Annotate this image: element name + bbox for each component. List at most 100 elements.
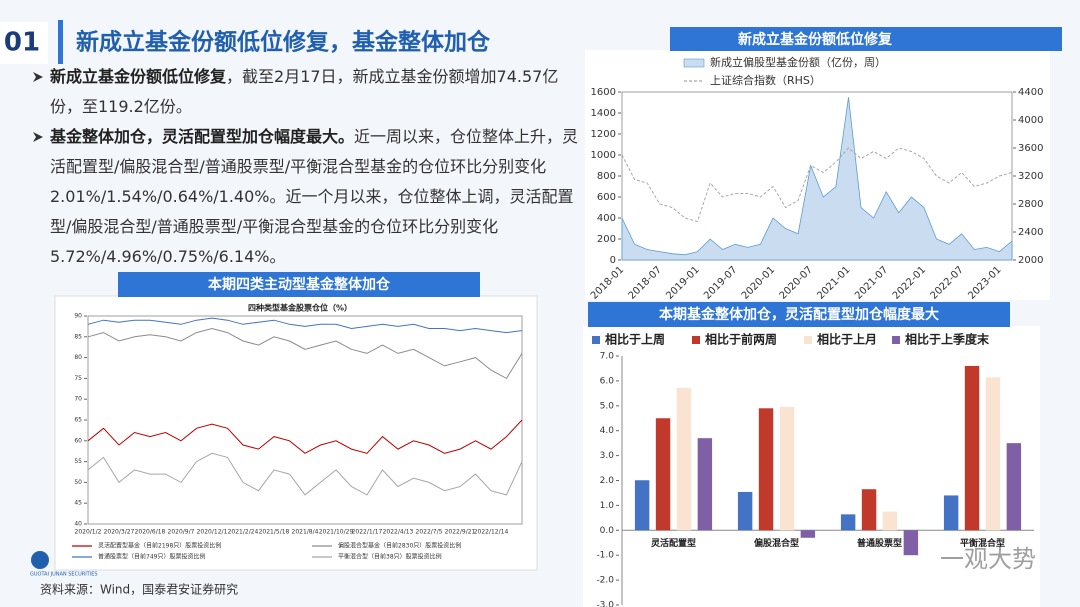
legend-label: 相比于上周 [605, 332, 665, 347]
y-tick-label: 7.0 [600, 352, 615, 362]
x-tick-label: 2021/2/24 [228, 529, 259, 536]
source: 资料来源：Wind，国泰君安证券研究 [40, 582, 238, 597]
y-tick-label: 1000 [591, 150, 616, 161]
bullet-text: 近一周以来，仓位整体上升，灵活配置型/偏股混合型/普通股票型/平衡混合型基金的仓… [50, 127, 579, 266]
chart-title: 本期四类主动型基金整体加仓 [208, 276, 391, 293]
legend-label: 普通股票型（目前749只）股票投资比例 [98, 553, 205, 561]
bar [903, 530, 919, 556]
chart-title: 新成立基金份额低位修复 [738, 31, 893, 48]
bar [697, 438, 713, 531]
bar [758, 408, 774, 531]
y-tick-label: 40 [74, 521, 82, 528]
x-tick-label: 2020/12/1 [197, 529, 228, 536]
y-tick-label: 1400 [591, 108, 616, 119]
x-tick-label: 2021/8/4 [292, 529, 319, 536]
banner [588, 302, 1010, 327]
y-tick-label: 400 [597, 213, 616, 224]
x-tick-label: 2020/3/27 [104, 529, 135, 536]
bullet: 基金整体加仓，灵活配置型加仓幅度最大。近一周以来，仓位整体上升，灵活配置型/偏股… [30, 122, 586, 272]
y-tick-label: 800 [597, 171, 616, 182]
bullet-text: ，截至2月17日，新成立基金份额增加74.57亿份，至119.2亿份。 [50, 67, 559, 116]
bar [655, 418, 671, 531]
x-tick-label: 2022/1/17 [352, 529, 383, 536]
x-tick-label: 普通股票型 [857, 537, 902, 549]
y-tick-label: 4000 [1018, 115, 1043, 126]
legend-label: 新成立偏股型基金份额（亿份，周） [710, 55, 886, 69]
bullet-bold: 新成立基金份额低位修复 [50, 67, 227, 86]
legend-label: 平衡混合型（目前38只）股票投资比例 [338, 553, 442, 561]
legend-label: 相比于前两周 [705, 332, 777, 347]
banner [670, 27, 1062, 51]
y-tick-label: 80 [74, 354, 82, 361]
y-tick-label: 0.0 [600, 526, 615, 536]
y-tick-label: 3.0 [600, 451, 615, 461]
bullet-bold: 基金整体加仓，灵活配置型加仓幅度最大。 [50, 127, 355, 146]
legend-label: 偏股混合型基金（目前2830只）股票投资比例 [338, 542, 461, 550]
number-box [0, 22, 48, 64]
x-tick-label: 2020/6/18 [135, 529, 166, 536]
y-tick-label: 75 [74, 375, 82, 382]
legend-swatch [592, 336, 600, 344]
y-tick-label: 2400 [1018, 227, 1043, 238]
watermark: 一观大势 [940, 545, 1036, 573]
y-tick-label: -2.0 [596, 576, 614, 586]
y-tick-label: 50 [74, 479, 82, 486]
bullet-icon [33, 132, 43, 142]
chart-box [585, 50, 1050, 300]
x-tick-label: 2022/7/5 [416, 529, 443, 536]
y-tick-label: 85 [74, 333, 82, 340]
y-tick-label: 3600 [1018, 143, 1043, 154]
y-tick-label: 0 [610, 255, 616, 266]
legend-label: 相比于上月 [817, 332, 877, 347]
y-tick-label: 45 [74, 500, 82, 507]
y-tick-label: 60 [74, 437, 82, 444]
line [621, 147, 1013, 223]
chart-title: 本期基金整体加仓，灵活配置型加仓幅度最大 [659, 306, 939, 323]
x-tick-label: 2021/10/29 [319, 529, 354, 536]
y-tick-label: -3.0 [596, 601, 614, 607]
bar [882, 511, 898, 531]
chart-subtitle: 四种类型基金股票仓位（%） [248, 303, 352, 313]
bar [985, 377, 1001, 531]
y-tick-label: 600 [597, 192, 616, 203]
y-tick-label: 2000 [1018, 255, 1043, 266]
logo-text: GUOTAI JUNAN SECURITIES [30, 572, 98, 578]
line [87, 327, 523, 380]
slide-title: 新成立基金份额低位修复，基金整体加仓 [76, 29, 491, 56]
bar [676, 387, 692, 531]
x-tick-label: 2022/4/13 [383, 529, 414, 536]
y-tick-label: 6.0 [600, 376, 615, 386]
title-bar [58, 20, 63, 64]
bar [737, 491, 753, 531]
y-tick-label: -1.0 [596, 551, 614, 561]
y-tick-label: 2.0 [600, 476, 615, 486]
x-tick-label: 2022/9/21 [445, 529, 476, 536]
legend-label: 相比于上季度末 [905, 332, 990, 347]
section-number: 01 [4, 28, 40, 58]
bullet-icon [33, 72, 43, 82]
x-tick-label: 2021/5/18 [259, 529, 290, 536]
bar [634, 480, 650, 531]
bullet: 新成立基金份额低位修复，截至2月17日，新成立基金份额增加74.57亿份，至11… [30, 62, 586, 122]
legend-swatch [804, 336, 812, 344]
y-tick-label: 1600 [591, 87, 616, 98]
y-tick-label: 70 [74, 396, 82, 403]
bar [800, 530, 816, 538]
line [87, 452, 523, 496]
banner [118, 272, 480, 297]
legend-swatch [892, 336, 900, 344]
y-tick-label: 90 [74, 313, 82, 320]
line [87, 317, 523, 334]
y-tick-label: 5.0 [600, 401, 615, 411]
x-tick-label: 2020/9/7 [168, 529, 195, 536]
bar [779, 406, 795, 531]
y-tick-label: 65 [74, 417, 82, 424]
legend-label: 上证综合指数（RHS） [710, 73, 821, 87]
logo-mark [31, 551, 49, 569]
line [87, 419, 523, 454]
bar [861, 489, 877, 531]
legend-swatch [692, 336, 700, 344]
bar [1006, 443, 1022, 531]
